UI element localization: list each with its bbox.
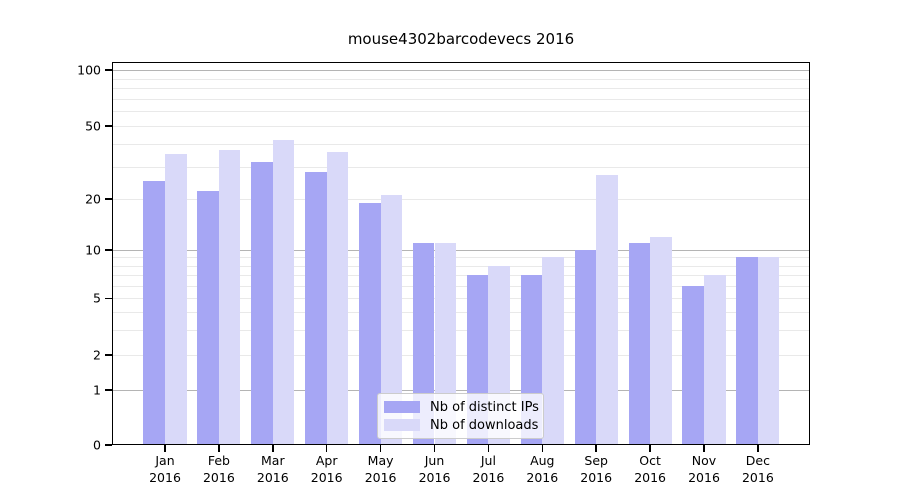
y-tick-label-5: 5 [93,290,101,306]
bar-downloads-aug [542,257,564,445]
x-tick-jun [433,445,436,452]
x-tick-label-nov: Nov 2016 [688,453,720,485]
gridline-minor-4 [112,312,810,314]
bar-distinct-ips-mar [251,161,273,445]
y-tick-1 [105,389,112,391]
y-tick-0 [105,444,112,446]
gridline-minor-90 [112,78,810,80]
gridline-minor-20 [112,199,810,200]
y-tick-50 [105,125,112,127]
bar-downloads-feb [218,149,241,445]
legend-swatch-distinct-ips [384,401,420,413]
x-tick-may [379,445,382,452]
x-tick-label-sep: Sep 2016 [580,453,613,485]
bar-distinct-ips-sep [574,250,597,445]
y-tick-label-1: 1 [93,382,101,398]
x-tick-label-aug: Aug 2016 [526,453,559,485]
x-tick-feb [218,445,220,452]
gridline-major-1 [112,390,810,391]
gridline-major-10 [112,250,810,251]
bar-distinct-ips-dec [736,257,758,445]
bar-downloads-sep [596,175,618,445]
gridline-minor-8 [112,265,810,267]
x-tick-label-jun: Jun 2016 [418,453,451,485]
x-tick-jul [487,445,490,452]
gridline-minor-70 [112,98,810,100]
y-tick-20 [105,198,112,200]
bar-downloads-jan [165,154,187,445]
plot-area [112,62,810,445]
x-tick-jan [164,445,166,452]
x-tick-mar [272,445,274,452]
bar-downloads-mar [272,139,295,445]
x-tick-label-dec: Dec 2016 [741,453,774,485]
y-tick-label-10: 10 [85,242,101,258]
gridline-major-100 [112,70,810,71]
x-tick-label-may: May 2016 [364,453,397,485]
legend-label-distinct-ips: Nb of distinct IPs [430,399,539,415]
legend: Nb of distinct IPs Nb of downloads [377,393,544,439]
bar-distinct-ips-oct [628,242,651,445]
gridline-minor-7 [112,274,810,276]
gridline-minor-3 [112,329,810,331]
legend-swatch-downloads [384,419,420,431]
bar-distinct-ips-jan [143,181,165,445]
gridline-minor-80 [112,88,810,90]
bar-distinct-ips-nov [682,285,704,445]
y-tick-label-50: 50 [85,118,101,134]
y-tick-5 [105,297,112,300]
gridline-minor-9 [112,257,810,259]
y-tick-label-20: 20 [85,191,101,207]
bar-distinct-ips-apr [305,172,327,445]
bar-distinct-ips-feb [197,191,219,445]
bar-downloads-dec [757,257,780,445]
bar-downloads-nov [704,274,726,445]
legend-item-downloads: Nb of downloads [384,417,539,434]
x-tick-label-jul: Jul 2016 [472,453,505,485]
x-tick-dec [757,445,759,452]
bar-downloads-apr [326,152,349,445]
x-tick-oct [649,445,651,452]
x-tick-label-oct: Oct 2016 [634,453,666,485]
gridline-minor-50 [112,126,810,127]
x-tick-nov [703,445,705,452]
x-tick-label-feb: Feb 2016 [202,453,235,485]
bar-distinct-ips-may [359,202,381,445]
x-tick-label-apr: Apr 2016 [310,453,343,485]
bar-downloads-may [380,195,403,445]
chart-title: mouse4302barcodevecs 2016 [347,30,575,48]
x-tick-aug [541,445,544,452]
gridline-minor-5 [112,298,810,300]
y-tick-10 [105,249,112,251]
gridline-minor-30 [112,166,810,168]
gridline-minor-40 [112,143,810,145]
bar-downloads-oct [650,236,672,445]
y-tick-label-100: 100 [77,62,101,78]
y-tick-label-0: 0 [93,437,101,453]
y-tick-100 [105,69,112,71]
x-tick-apr [325,445,328,452]
x-tick-label-mar: Mar 2016 [256,453,289,485]
gridline-minor-60 [112,111,810,113]
x-tick-label-jan: Jan 2016 [149,453,181,485]
x-tick-sep [595,445,597,452]
y-tick-label-2: 2 [93,347,101,363]
legend-item-distinct-ips: Nb of distinct IPs [384,399,539,416]
legend-label-downloads: Nb of downloads [430,417,539,433]
gridline-minor-6 [112,285,810,287]
y-tick-2 [105,354,112,356]
gridline-minor-2 [112,355,810,356]
